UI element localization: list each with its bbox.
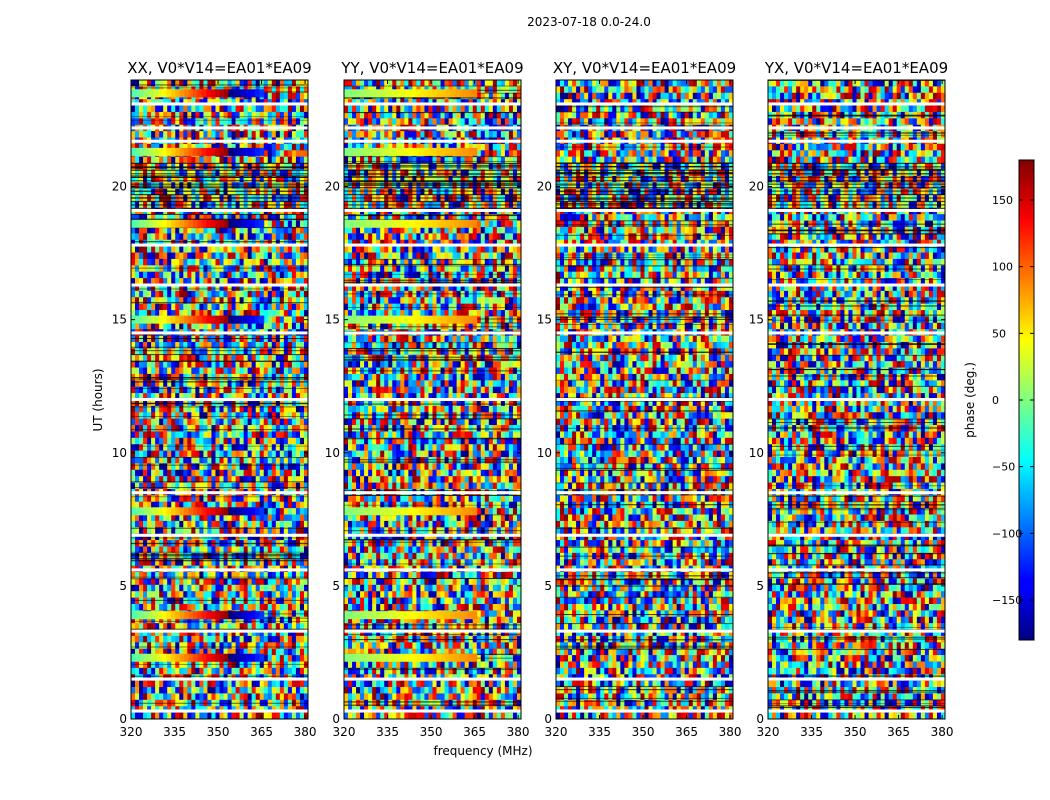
panel-title: YY, V0*V14=EA01*EA09: [340, 59, 523, 77]
panel-frame: [555, 79, 734, 720]
panel-title: XX, V0*V14=EA01*EA09: [127, 59, 311, 77]
colorbar-ticks: −150 −100 −50 0 50 100 150: [992, 194, 1034, 607]
x-tick-label: 350: [844, 725, 867, 739]
x-tick-label: 320: [757, 725, 780, 739]
x-tick-label: 320: [333, 725, 356, 739]
panel-3: YX, V0*V14=EA01*EA09 320 335 350 365 380 0 5 10 1…: [749, 59, 954, 739]
heatmap-cells: [131, 80, 308, 719]
panel-frame: [130, 79, 309, 720]
y-tick-label: 0: [756, 712, 764, 726]
x-tick-label: 365: [675, 725, 698, 739]
y-tick-label: 20: [112, 180, 127, 194]
heatmap-cells: [768, 80, 945, 719]
panel-1: YY, V0*V14=EA01*EA09 320 335 350 365 380 0 5 10 1…: [325, 59, 530, 739]
y-tick-label: 5: [544, 579, 552, 593]
y-tick-label: 15: [112, 313, 127, 327]
y-tick-label: 15: [325, 313, 340, 327]
panel-frame: [343, 79, 522, 720]
suptitle: 2023-07-18 0.0-24.0: [527, 15, 651, 29]
x-tick-label: 350: [420, 725, 443, 739]
y-tick-label: 5: [756, 579, 764, 593]
y-tick-label: 15: [537, 313, 552, 327]
x-tick-label: 350: [207, 725, 230, 739]
colorbar-tick-label: 150: [992, 194, 1013, 207]
x-tick-label: 335: [376, 725, 399, 739]
y-tick-label: 15: [749, 313, 764, 327]
y-tick-label: 20: [325, 180, 340, 194]
x-tick-label: 365: [887, 725, 910, 739]
x-tick-label: 365: [250, 725, 273, 739]
x-tick-label: 380: [507, 725, 530, 739]
panels-group: XX, V0*V14=EA01*EA09 320 335 350 365 380 0 5 10 1…: [112, 59, 954, 739]
y-tick-label: 20: [749, 180, 764, 194]
x-tick-label: 380: [719, 725, 742, 739]
y-tick-label: 5: [332, 579, 340, 593]
panel-title: YX, V0*V14=EA01*EA09: [764, 59, 948, 77]
x-tick-label: 350: [632, 725, 655, 739]
y-tick-label: 10: [112, 446, 127, 460]
x-tick-label: 335: [800, 725, 823, 739]
panel-frame: [767, 79, 946, 720]
heatmap-cells: [556, 80, 733, 719]
colorbar-label: phase (deg.): [963, 362, 977, 438]
x-axis-label: frequency (MHz): [433, 744, 532, 758]
y-tick-label: 5: [119, 579, 127, 593]
colorbar-tick-label: −150: [992, 594, 1022, 607]
colorbar: −150 −100 −50 0 50 100 150 phase (deg.): [963, 159, 1035, 641]
y-tick-label: 0: [544, 712, 552, 726]
y-tick-label: 20: [537, 180, 552, 194]
x-tick-label: 380: [294, 725, 317, 739]
y-tick-label: 10: [749, 446, 764, 460]
y-axis-label: UT (hours): [91, 368, 105, 431]
x-tick-label: 335: [163, 725, 186, 739]
panel-0: XX, V0*V14=EA01*EA09 320 335 350 365 380 0 5 10 1…: [112, 59, 317, 739]
x-tick-label: 320: [120, 725, 143, 739]
y-tick-label: 10: [325, 446, 340, 460]
colorbar-tick-label: −50: [992, 461, 1015, 474]
colorbar-tick-label: 50: [992, 327, 1006, 340]
panel-title: XY, V0*V14=EA01*EA09: [553, 59, 736, 77]
x-tick-label: 365: [463, 725, 486, 739]
x-tick-label: 335: [588, 725, 611, 739]
heatmap-cells: [344, 80, 521, 719]
x-tick-label: 380: [931, 725, 954, 739]
y-tick-label: 0: [119, 712, 127, 726]
y-tick-label: 0: [332, 712, 340, 726]
colorbar-tick-label: −100: [992, 527, 1022, 540]
colorbar-tick-label: 100: [992, 261, 1013, 274]
colorbar-tick-label: 0: [992, 394, 999, 407]
x-tick-label: 320: [545, 725, 568, 739]
panel-2: XY, V0*V14=EA01*EA09 320 335 350 365 380 0 5 10 1…: [537, 59, 742, 739]
y-tick-label: 10: [537, 446, 552, 460]
